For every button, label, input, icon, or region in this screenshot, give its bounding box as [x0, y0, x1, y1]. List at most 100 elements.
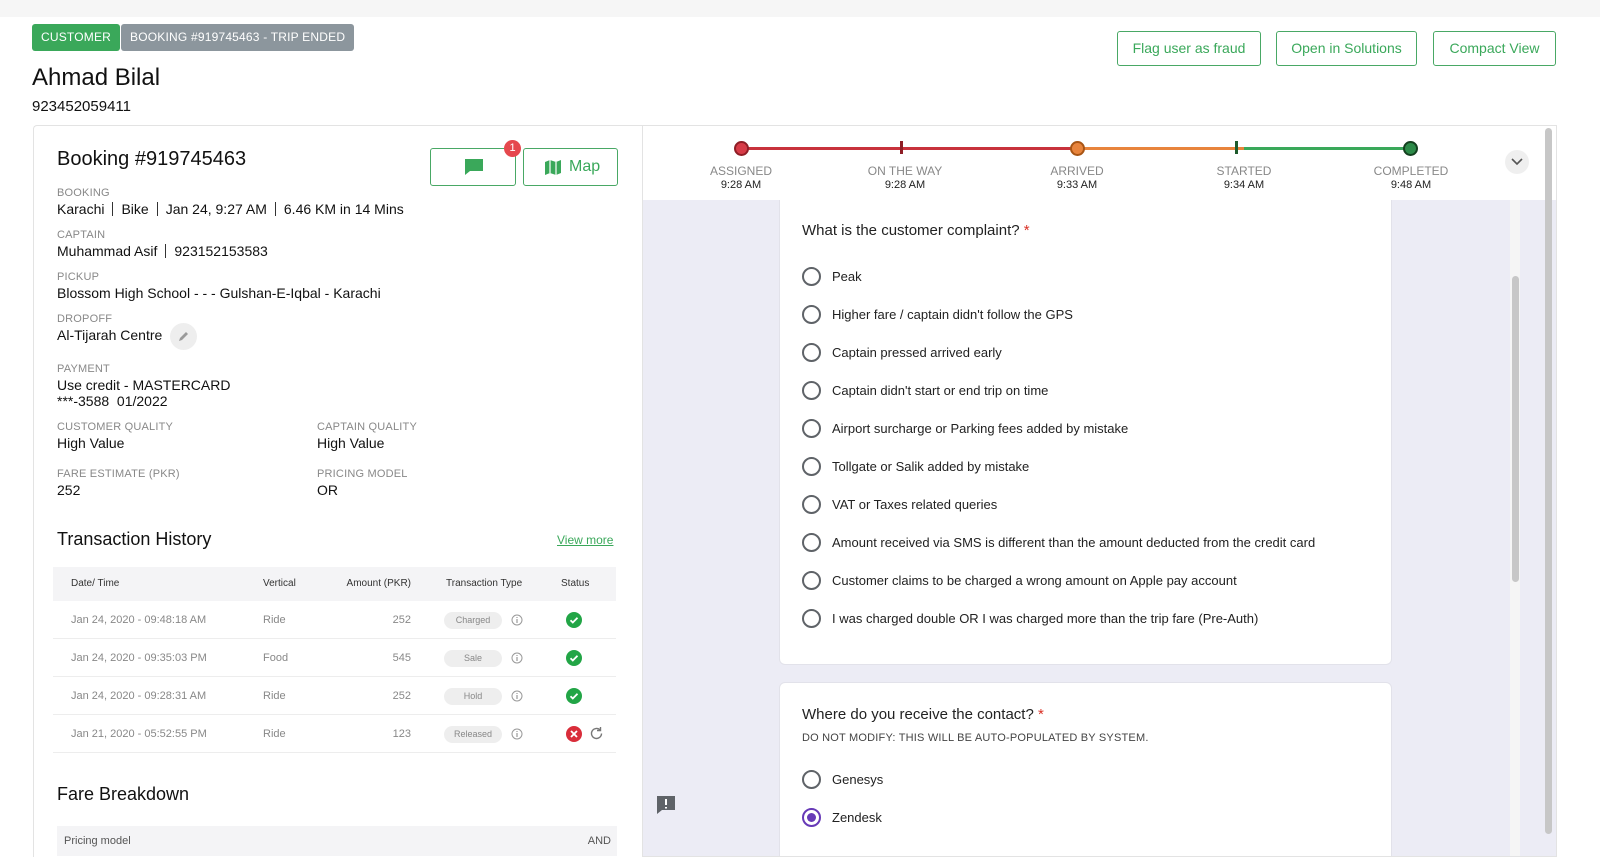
- booking-summary: Karachi Bike Jan 24, 9:27 AM 6.46 KM in 14 …: [57, 201, 404, 217]
- pencil-icon: [179, 332, 188, 341]
- booking-status-tag: BOOKING #919745463 - TRIP ENDED: [121, 24, 355, 51]
- retry-icon[interactable]: [589, 726, 604, 741]
- option-label: Airport surcharge or Parking fees added …: [832, 421, 1129, 436]
- option-label: Zendesk: [832, 810, 882, 825]
- map-button[interactable]: Map: [523, 148, 618, 186]
- contact-source-card: Where do you receive the contact? * DO N…: [779, 682, 1392, 856]
- customer-name: Ahmad Bilal: [32, 64, 161, 91]
- step-time: 9:33 AM: [1056, 179, 1098, 191]
- required-marker: *: [1023, 222, 1030, 239]
- contact-question-text: Where do you receive the contact?: [802, 706, 1034, 723]
- radio-button[interactable]: [802, 267, 821, 286]
- row-amount: 252: [392, 690, 411, 702]
- option-label: Captain didn't start or end trip on time: [832, 383, 1049, 398]
- fare-breakdown-header: Pricing model AND: [57, 826, 617, 856]
- dropoff-address: Al-Tijarah Centre: [57, 327, 163, 343]
- radio-button[interactable]: [802, 305, 821, 324]
- fare-estimate-value: 252: [57, 482, 81, 498]
- payment-method: Use credit - MASTERCARD: [57, 377, 231, 393]
- customer-quality-value: High Value: [57, 435, 125, 451]
- radio-button[interactable]: [802, 571, 821, 590]
- info-icon[interactable]: [511, 728, 523, 740]
- booking-datetime: Jan 24, 9:27 AM: [165, 201, 267, 217]
- radio-button[interactable]: [802, 381, 821, 400]
- step-dot-completed: [1403, 141, 1418, 156]
- row-vertical: Ride: [263, 728, 286, 740]
- captain-phone: 923152153583: [174, 243, 268, 259]
- step-time: 9:28 AM: [884, 179, 926, 191]
- step-time: 9:28 AM: [720, 179, 762, 191]
- radio-button[interactable]: [802, 419, 821, 438]
- page-scrollbar-thumb[interactable]: [1545, 128, 1552, 834]
- contact-question-title: Where do you receive the contact? *: [802, 706, 1044, 723]
- step-time: 9:34 AM: [1223, 179, 1265, 191]
- complaint-question-card: What is the customer complaint? * Peak H…: [779, 200, 1392, 665]
- radio-button[interactable]: [802, 343, 821, 362]
- chat-icon: [465, 159, 483, 175]
- row-date: Jan 21, 2020 - 05:52:55 PM: [71, 728, 207, 740]
- failed-x-icon: [566, 726, 582, 742]
- radio-button[interactable]: [802, 495, 821, 514]
- pickup-address: Blossom High School - - - Gulshan-E-Iqba…: [57, 285, 381, 301]
- fare-head-right: AND: [587, 835, 611, 847]
- info-icon[interactable]: [511, 652, 523, 664]
- booking-details-panel: Booking #919745463 1 Map BOOKING Karachi…: [33, 125, 642, 857]
- chevron-down-icon: [1511, 158, 1523, 166]
- timeline-collapse-button[interactable]: [1505, 150, 1529, 174]
- row-date: Jan 24, 2020 - 09:28:31 AM: [71, 690, 207, 702]
- chat-button[interactable]: [430, 148, 516, 186]
- step-dot-assigned: [734, 141, 749, 156]
- pickup-label: PICKUP: [57, 271, 100, 283]
- row-amount: 252: [392, 614, 411, 626]
- col-vertical: Vertical: [263, 578, 296, 589]
- customer-tag: CUSTOMER: [32, 24, 121, 51]
- transaction-type-pill: Charged: [444, 612, 502, 629]
- info-icon[interactable]: [511, 690, 523, 702]
- form-scrollbar-thumb[interactable]: [1512, 276, 1519, 582]
- booking-title: Booking #919745463: [57, 148, 247, 170]
- open-in-solutions-button[interactable]: Open in Solutions: [1276, 31, 1417, 66]
- step-label: COMPLETED: [1373, 164, 1449, 178]
- row-date: Jan 24, 2020 - 09:35:03 PM: [71, 652, 207, 664]
- customer-phone: 923452059411: [32, 98, 131, 115]
- compact-view-button[interactable]: Compact View: [1433, 31, 1556, 66]
- table-header: Date/ Time Vertical Amount (PKR) Transac…: [53, 567, 616, 601]
- transaction-type-pill: Released: [444, 726, 502, 743]
- radio-button[interactable]: [802, 457, 821, 476]
- booking-distance: 6.46 KM in 14 Mins: [283, 201, 404, 217]
- table-row: Jan 21, 2020 - 05:52:55 PM Ride 123 Rele…: [53, 715, 616, 753]
- transaction-history-title: Transaction History: [57, 529, 212, 549]
- captain-quality-label: CAPTAIN QUALITY: [317, 421, 417, 433]
- step-dot-arrived: [1070, 141, 1085, 156]
- radio-button-selected[interactable]: [802, 808, 821, 827]
- complaint-form-panel: ASSIGNED 9:28 AM ON THE WAY 9:28 AM ARRI…: [642, 125, 1557, 857]
- payment-label: PAYMENT: [57, 363, 110, 375]
- top-strip: [0, 0, 1600, 17]
- option-label: Amount received via SMS is different tha…: [832, 535, 1316, 550]
- captain-name: Muhammad Asif: [57, 243, 158, 259]
- edit-dropoff-button[interactable]: [170, 323, 197, 350]
- option-label: Customer claims to be charged a wrong am…: [832, 573, 1237, 588]
- step-label: ON THE WAY: [867, 164, 943, 178]
- captain-label: CAPTAIN: [57, 229, 106, 241]
- col-type: Transaction Type: [446, 578, 523, 589]
- radio-button[interactable]: [802, 609, 821, 628]
- info-icon[interactable]: [511, 614, 523, 626]
- flag-fraud-button[interactable]: Flag user as fraud: [1117, 31, 1261, 66]
- view-more-link[interactable]: View more: [557, 533, 614, 547]
- feedback-icon[interactable]: [655, 794, 677, 816]
- transaction-type-pill: Hold: [444, 688, 502, 705]
- dropoff-label: DROPOFF: [57, 313, 113, 325]
- customer-quality-label: CUSTOMER QUALITY: [57, 421, 174, 433]
- radio-button[interactable]: [802, 533, 821, 552]
- success-check-icon: [566, 650, 582, 666]
- transaction-type-pill: Sale: [444, 650, 502, 667]
- radio-button[interactable]: [802, 770, 821, 789]
- timeline-segment-assigned: [741, 147, 1077, 150]
- table-row: Jan 24, 2020 - 09:48:18 AM Ride 252 Char…: [53, 601, 616, 639]
- booking-city: Karachi: [57, 201, 105, 217]
- row-date: Jan 24, 2020 - 09:48:18 AM: [71, 614, 207, 626]
- step-tick-started: [1235, 141, 1238, 154]
- fare-estimate-label: FARE ESTIMATE (PKR): [57, 468, 180, 480]
- step-label: STARTED: [1216, 164, 1272, 178]
